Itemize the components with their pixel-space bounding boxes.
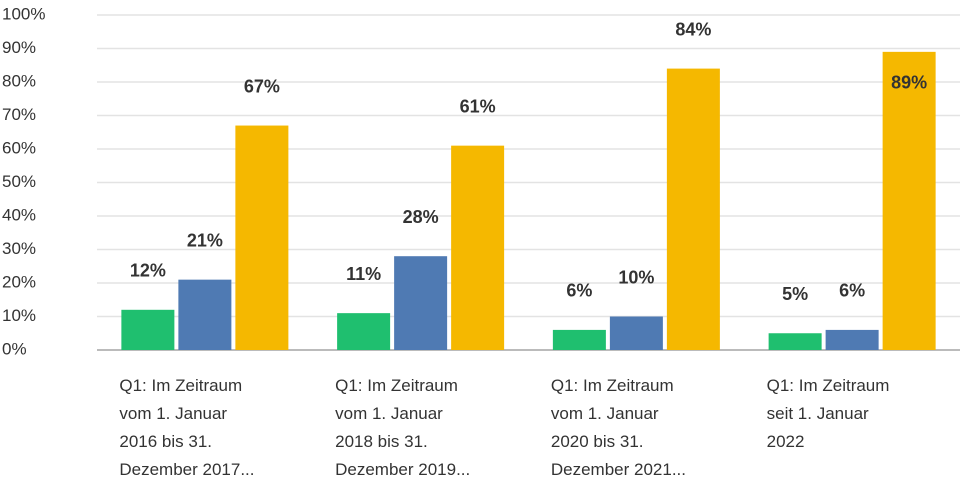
data-label: 6% <box>566 281 592 301</box>
bar <box>666 68 720 350</box>
y-tick-label: 70% <box>2 105 36 124</box>
bar <box>451 145 505 350</box>
bar <box>394 256 448 350</box>
x-tick-label: Q1: Im Zeitraum vom 1. Januar 2016 bis 3… <box>119 376 255 479</box>
y-tick-label: 80% <box>2 71 36 90</box>
bar <box>552 329 606 350</box>
y-tick-label: 60% <box>2 138 36 157</box>
data-label: 5% <box>782 284 808 304</box>
y-tick-label: 10% <box>2 306 36 325</box>
data-label: 84% <box>675 19 711 39</box>
data-label: 89% <box>891 73 927 93</box>
bar <box>337 313 391 350</box>
data-label: 21% <box>187 230 223 250</box>
data-label: 61% <box>460 96 496 116</box>
y-tick-label: 40% <box>2 205 36 224</box>
bar <box>178 279 232 350</box>
y-tick-label: 100% <box>2 4 45 23</box>
y-tick-label: 20% <box>2 272 36 291</box>
data-label: 10% <box>618 267 654 287</box>
x-tick-label: Q1: Im Zeitraum vom 1. Januar 2018 bis 3… <box>335 376 471 479</box>
bar <box>825 329 879 350</box>
data-label: 11% <box>346 264 381 284</box>
bar <box>882 51 936 350</box>
y-tick-label: 90% <box>2 38 36 57</box>
bar <box>235 125 289 350</box>
x-tick-label: Q1: Im Zeitraum vom 1. Januar 2020 bis 3… <box>550 376 687 479</box>
y-tick-label: 30% <box>2 239 36 258</box>
data-label: 67% <box>244 76 280 96</box>
y-tick-label: 50% <box>2 172 36 191</box>
y-tick-label: 0% <box>2 339 27 358</box>
data-label: 6% <box>839 281 865 301</box>
data-label: 28% <box>403 207 439 227</box>
bar <box>609 316 663 350</box>
data-label: 12% <box>130 261 166 281</box>
bar <box>768 333 822 350</box>
bar <box>121 309 175 350</box>
x-tick-label: Q1: Im Zeitraum seit 1. Januar 2022 <box>766 376 890 451</box>
